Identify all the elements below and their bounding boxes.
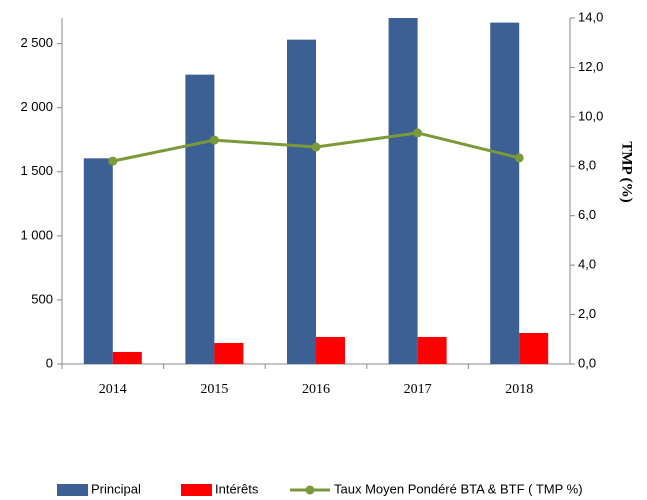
y2-tick-label: 12,0 [578, 59, 603, 74]
bar [287, 39, 316, 364]
bar [519, 332, 549, 364]
bar [112, 351, 142, 364]
x-tick-label: 2015 [200, 382, 228, 397]
point [209, 135, 219, 145]
bar [388, 18, 418, 364]
y-tick-label: 1 500 [20, 163, 53, 178]
y2-tick-label: 0,0 [578, 355, 596, 370]
x-tick-label: 2014 [99, 382, 127, 397]
bar [83, 158, 113, 364]
legend-swatch [57, 484, 88, 496]
point [413, 128, 423, 138]
y2-axis-label: TMP (%) [619, 141, 635, 202]
legend-swatch [305, 485, 315, 495]
point [108, 156, 118, 166]
y-tick-label: 0 [46, 355, 53, 370]
legend-label: Principal [91, 481, 141, 496]
y2-tick-label: 6,0 [578, 207, 596, 222]
y-tick-label: 500 [31, 291, 53, 306]
y2-tick-label: 10,0 [578, 108, 603, 123]
x-tick-label: 2017 [404, 382, 432, 397]
legend-swatch [181, 484, 212, 496]
x-tick-label: 2018 [505, 382, 533, 397]
x-tick-label: 2016 [302, 382, 330, 397]
y2-tick-label: 8,0 [578, 158, 596, 173]
y-tick-label: 2 000 [20, 99, 53, 114]
bar [490, 22, 520, 364]
legend-label: Taux Moyen Pondéré BTA & BTF ( TMP %) [334, 481, 583, 496]
y-tick-label: 2 500 [20, 35, 53, 50]
y2-tick-label: 4,0 [578, 257, 596, 272]
y2-tick-label: 14,0 [578, 9, 603, 24]
bar [214, 342, 244, 364]
bar [417, 336, 447, 364]
y2-tick-label: 2,0 [578, 306, 596, 321]
point [311, 142, 321, 152]
bar [185, 74, 215, 364]
y-tick-label: 1 000 [20, 227, 53, 242]
point [514, 153, 524, 163]
legend-label: Intérêts [215, 481, 259, 496]
bar [316, 336, 345, 364]
